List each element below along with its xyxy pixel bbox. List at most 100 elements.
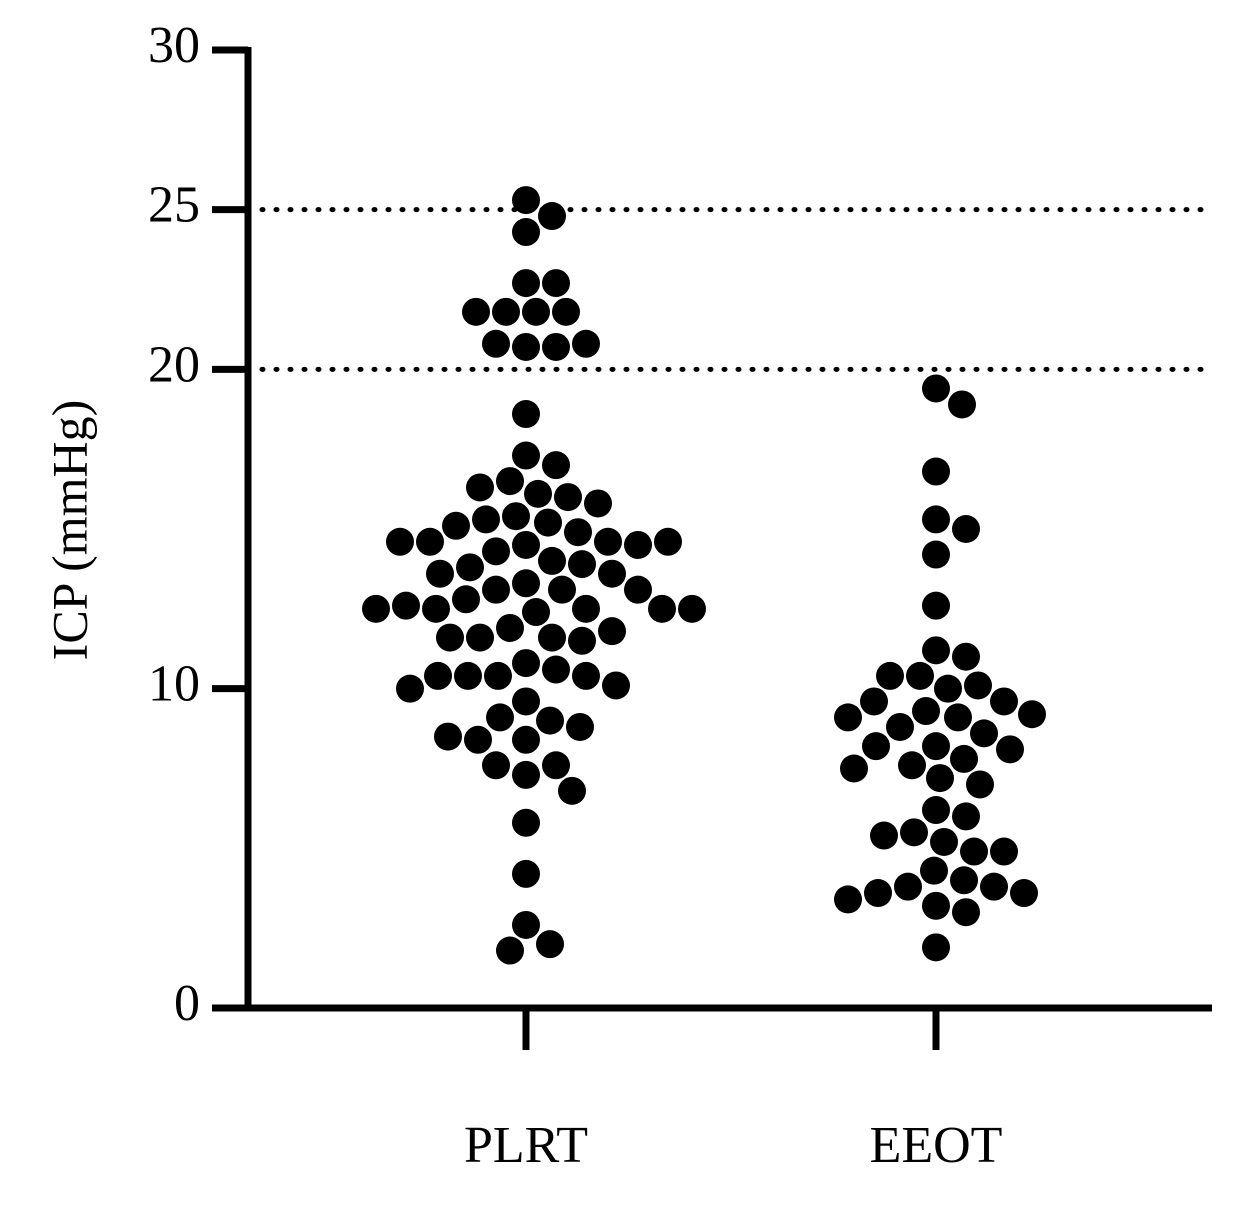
data-point	[496, 613, 524, 642]
data-point	[502, 502, 530, 531]
data-point	[876, 661, 904, 690]
data-point	[840, 754, 868, 783]
data-point	[922, 796, 950, 825]
data-point	[922, 505, 950, 534]
data-point	[422, 594, 450, 623]
data-point	[564, 518, 592, 547]
data-point	[952, 642, 980, 671]
data-point	[538, 202, 566, 231]
data-point	[512, 332, 540, 361]
data-point	[482, 751, 510, 780]
data-point	[466, 473, 494, 502]
data-point	[894, 872, 922, 901]
data-point	[524, 479, 552, 508]
data-point	[922, 891, 950, 920]
data-point	[624, 575, 652, 604]
data-point	[952, 898, 980, 927]
data-point	[482, 575, 510, 604]
data-point	[572, 329, 600, 358]
data-point	[536, 706, 564, 735]
data-point	[512, 910, 540, 939]
data-point	[568, 550, 596, 579]
data-point	[538, 546, 566, 575]
data-point	[464, 725, 492, 754]
data-point	[512, 186, 540, 215]
data-point	[512, 530, 540, 559]
data-point	[386, 527, 414, 556]
data-point	[572, 661, 600, 690]
data-point	[512, 400, 540, 429]
data-point	[906, 661, 934, 690]
data-point	[512, 808, 540, 837]
data-point	[512, 687, 540, 716]
y-tick-label: 0	[174, 975, 200, 1032]
data-point	[512, 569, 540, 598]
data-point	[678, 594, 706, 623]
data-point	[542, 451, 570, 480]
data-point	[456, 553, 484, 582]
data-point	[484, 661, 512, 690]
data-point	[454, 661, 482, 690]
data-point	[482, 537, 510, 566]
data-point	[934, 674, 962, 703]
data-point	[970, 719, 998, 748]
data-point	[584, 489, 612, 518]
data-point	[482, 329, 510, 358]
data-point	[654, 527, 682, 556]
data-point	[922, 540, 950, 569]
data-point	[930, 827, 958, 856]
data-point	[522, 598, 550, 627]
data-point	[922, 457, 950, 486]
data-point	[362, 594, 390, 623]
data-point	[568, 626, 596, 655]
data-point	[434, 722, 462, 751]
data-point	[572, 594, 600, 623]
data-point	[542, 655, 570, 684]
data-point	[926, 764, 954, 793]
data-point	[558, 776, 586, 805]
data-point	[554, 483, 582, 512]
data-point	[548, 575, 576, 604]
data-point	[966, 770, 994, 799]
data-point	[922, 933, 950, 962]
data-point	[860, 687, 888, 716]
data-point	[598, 617, 626, 646]
data-point	[922, 374, 950, 403]
data-point	[512, 859, 540, 888]
data-point	[396, 674, 424, 703]
data-point	[862, 732, 890, 761]
data-point	[466, 623, 494, 652]
data-point	[496, 467, 524, 496]
x-tick-label: PLRT	[464, 1117, 588, 1174]
data-point	[552, 297, 580, 326]
data-point	[980, 872, 1008, 901]
data-point	[426, 559, 454, 588]
data-point	[462, 297, 490, 326]
data-point	[392, 591, 420, 620]
data-point	[416, 527, 444, 556]
data-point	[900, 818, 928, 847]
data-point	[424, 661, 452, 690]
data-point	[542, 751, 570, 780]
data-point	[442, 511, 470, 540]
data-point	[1010, 879, 1038, 908]
data-point	[492, 297, 520, 326]
data-point	[496, 936, 524, 965]
x-tick-label: EEOT	[870, 1117, 1003, 1174]
y-tick-label: 30	[148, 17, 200, 74]
data-point	[922, 732, 950, 761]
data-point	[898, 751, 926, 780]
y-tick-label: 10	[148, 656, 200, 713]
data-point	[870, 821, 898, 850]
data-point	[512, 725, 540, 754]
data-point	[512, 441, 540, 470]
data-point	[512, 760, 540, 789]
data-point	[512, 218, 540, 247]
data-point	[996, 735, 1024, 764]
y-tick-label: 20	[148, 336, 200, 393]
data-point	[452, 585, 480, 614]
data-point	[534, 508, 562, 537]
data-point	[512, 649, 540, 678]
